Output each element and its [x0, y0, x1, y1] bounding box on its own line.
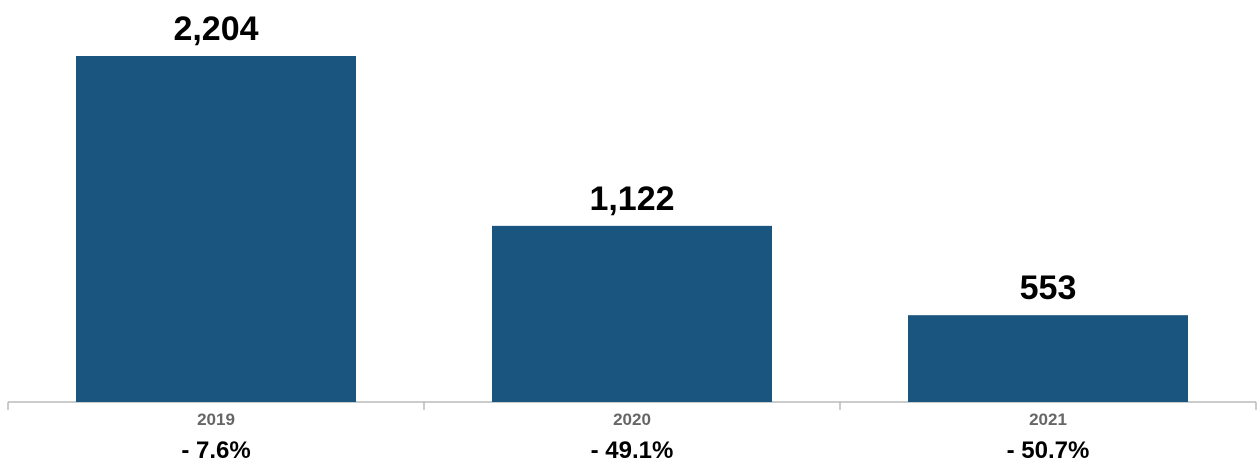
data-label-2019: 2,204 — [173, 10, 258, 48]
change-label-2020: - 49.1% — [591, 437, 674, 464]
bars — [76, 56, 1188, 402]
x-tick-label-2019: 2019 — [197, 410, 235, 429]
x-tick-label-2020: 2020 — [613, 410, 651, 429]
data-label-2020: 1,122 — [589, 180, 674, 218]
data-label-2021: 553 — [1020, 269, 1077, 307]
bar-2021 — [908, 315, 1188, 402]
x-axis-ticks — [7, 402, 1257, 410]
bar-2020 — [492, 225, 772, 402]
x-tick-label-2021: 2021 — [1029, 410, 1067, 429]
change-label-2019: - 7.6% — [181, 437, 250, 464]
bar-2019 — [76, 56, 356, 402]
labels: 2,204 2019 - 7.6% 1,122 2020 - 49.1% 553 2021 - … — [173, 10, 1089, 464]
change-label-2021: - 50.7% — [1007, 437, 1090, 464]
